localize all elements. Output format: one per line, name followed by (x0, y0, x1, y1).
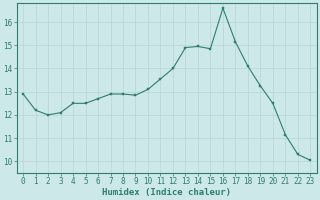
X-axis label: Humidex (Indice chaleur): Humidex (Indice chaleur) (102, 188, 231, 197)
